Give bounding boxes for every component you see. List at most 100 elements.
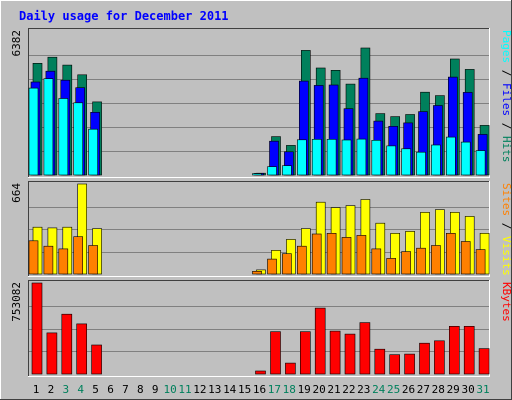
bar-kbytes-day-19 <box>299 331 311 375</box>
bar-sites-day-21 <box>326 233 337 275</box>
x-tick-label-day-8: 8 <box>137 383 144 396</box>
x-tick-label-day-3: 3 <box>62 383 69 396</box>
bar-sites-day-19 <box>296 245 307 275</box>
x-tick-label-day-16: 16 <box>253 383 266 396</box>
series-legend: Pages / Files / Hits <box>500 30 512 163</box>
bar-sites-day-25 <box>386 258 397 275</box>
x-tick-label-day-24: 24 <box>372 383 386 396</box>
bar-sites-day-17 <box>267 258 277 275</box>
bar-kbytes-day-31 <box>478 348 490 375</box>
chart-panels: 6382 Pages / Files / Hits 664 Sites / Visit… <box>10 28 512 377</box>
bar-pages-day-28 <box>431 144 441 176</box>
x-tick-label-day-12: 12 <box>193 383 206 396</box>
series-legend: KBytes <box>500 282 512 322</box>
bar-sites-day-24 <box>371 248 382 275</box>
x-tick-label-day-25: 25 <box>387 383 400 396</box>
bar-kbytes-day-25 <box>389 354 401 375</box>
bar-pages-day-25 <box>386 145 397 176</box>
bar-sites-day-18 <box>282 253 292 275</box>
x-tick-label-day-27: 27 <box>417 383 430 396</box>
bar-pages-day-17 <box>267 166 277 176</box>
x-tick-label-day-2: 2 <box>48 383 55 396</box>
bar-pages-day-5 <box>88 128 98 176</box>
bar-pages-day-16 <box>252 173 262 176</box>
bar-pages-day-4 <box>73 102 83 176</box>
y-max-label: 664 <box>10 183 23 203</box>
bar-sites-day-2 <box>43 245 54 275</box>
bar-pages-day-19 <box>296 139 307 176</box>
chart-panel-2: 664 Sites / Visits <box>10 181 512 277</box>
x-tick-label-day-13: 13 <box>208 383 221 396</box>
bar-pages-day-26 <box>401 148 411 176</box>
x-tick-label-day-11: 11 <box>178 383 191 396</box>
bar-pages-day-24 <box>371 140 382 176</box>
bar-pages-day-22 <box>341 139 352 176</box>
x-tick-label-day-10: 10 <box>163 383 176 396</box>
legend-entry: / <box>500 63 512 83</box>
bar-sites-day-23 <box>356 235 367 275</box>
bar-pages-day-29 <box>445 136 456 176</box>
bar-sites-day-5 <box>88 245 98 275</box>
x-tick-label-day-15: 15 <box>238 383 251 396</box>
x-tick-label-day-4: 4 <box>77 383 84 396</box>
x-tick-label-day-29: 29 <box>447 383 460 396</box>
legend-entry: KBytes <box>500 282 512 322</box>
chart-panel-1: 6382 Pages / Files / Hits <box>10 28 512 178</box>
bar-kbytes-day-29 <box>448 325 460 375</box>
bar-sites-day-28 <box>431 245 441 275</box>
bar-kbytes-day-18 <box>285 362 296 375</box>
bar-kbytes-day-26 <box>404 353 415 375</box>
x-tick-label-day-21: 21 <box>327 383 340 396</box>
x-tick-label-day-17: 17 <box>268 383 281 396</box>
bar-sites-day-16 <box>252 270 262 275</box>
bar-kbytes-day-5 <box>91 344 102 375</box>
bar-pages-day-23 <box>356 138 367 176</box>
bar-kbytes-day-27 <box>419 342 430 375</box>
legend-entry: / <box>500 116 512 136</box>
x-tick-label-day-18: 18 <box>283 383 296 396</box>
bar-pages-day-1 <box>28 87 39 176</box>
legend-entry: / <box>500 216 512 236</box>
bar-sites-day-1 <box>28 240 39 275</box>
bar-pages-day-18 <box>282 165 292 176</box>
y-max-label: 753082 <box>10 282 23 322</box>
x-tick-label-day-6: 6 <box>107 383 114 396</box>
legend-entry: Hits <box>500 136 512 163</box>
bar-kbytes-day-4 <box>76 323 87 375</box>
bar-pages-day-30 <box>460 141 471 176</box>
legend-entry: Pages <box>500 30 512 63</box>
x-tick-label-day-28: 28 <box>432 383 445 396</box>
bar-pages-day-3 <box>58 98 69 176</box>
bar-sites-day-30 <box>460 241 471 275</box>
x-tick-label-day-22: 22 <box>342 383 355 396</box>
bar-sites-day-27 <box>416 247 426 275</box>
y-max-label: 6382 <box>10 30 23 57</box>
bar-kbytes-day-21 <box>329 330 341 375</box>
bar-kbytes-day-22 <box>344 333 356 375</box>
x-tick-label-day-14: 14 <box>223 383 237 396</box>
legend-entry: Visits <box>500 236 512 276</box>
bar-pages-day-27 <box>416 151 426 176</box>
bar-sites-day-4 <box>73 236 83 275</box>
bar-kbytes-day-23 <box>359 322 371 375</box>
bar-kbytes-day-17 <box>270 331 281 375</box>
bar-kbytes-day-3 <box>61 313 73 375</box>
series-legend: Sites / Visits <box>500 183 512 276</box>
bar-kbytes-day-2 <box>46 332 58 375</box>
legend-entry: Sites <box>500 183 512 216</box>
bar-kbytes-day-28 <box>434 340 445 375</box>
x-tick-label-day-1: 1 <box>33 383 40 396</box>
bar-kbytes-day-24 <box>374 348 386 375</box>
x-tick-label-day-19: 19 <box>298 383 311 396</box>
x-tick-label-day-26: 26 <box>402 383 415 396</box>
bar-sites-day-3 <box>58 248 69 275</box>
bar-kbytes-day-1 <box>31 282 43 375</box>
x-tick-label-day-20: 20 <box>312 383 325 396</box>
bar-pages-day-20 <box>311 139 322 176</box>
x-axis-day-labels: 1 2 3 4 5 6 7 8 9 10 11 12 13 14 15 16 17 18 19 20 21 22 23 24 2… <box>33 383 490 396</box>
bar-sites-day-26 <box>401 251 411 275</box>
x-tick-label-day-5: 5 <box>92 383 99 396</box>
bar-sites-day-20 <box>311 233 322 275</box>
x-tick-label-day-23: 23 <box>357 383 370 396</box>
